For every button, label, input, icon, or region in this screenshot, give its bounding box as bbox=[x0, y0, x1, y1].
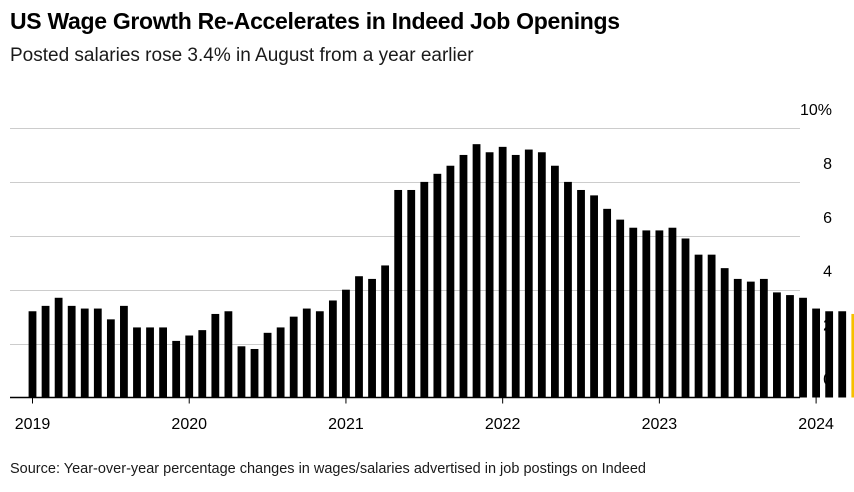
bar bbox=[198, 330, 207, 398]
bar bbox=[603, 208, 612, 398]
bar bbox=[224, 311, 233, 398]
bar bbox=[551, 165, 559, 398]
bar bbox=[720, 268, 729, 398]
bar bbox=[642, 230, 651, 398]
bar bbox=[80, 308, 89, 398]
bar bbox=[263, 332, 272, 398]
bar bbox=[838, 311, 847, 398]
bar bbox=[812, 308, 820, 398]
bar bbox=[289, 316, 298, 398]
bar bbox=[681, 238, 690, 398]
bar bbox=[368, 278, 376, 398]
bar bbox=[211, 313, 220, 398]
bar bbox=[381, 265, 390, 398]
bar bbox=[315, 311, 324, 398]
y-tick-label: 2 bbox=[823, 318, 832, 335]
bar bbox=[851, 313, 854, 398]
x-tick-label: 2020 bbox=[171, 416, 207, 433]
x-axis-labels: 2019 2020 2021 2022 2023 2024 bbox=[15, 416, 834, 433]
bar bbox=[250, 348, 259, 398]
bar bbox=[629, 227, 638, 398]
bar bbox=[185, 335, 194, 398]
bar bbox=[759, 278, 768, 398]
bar bbox=[28, 311, 37, 398]
bar bbox=[459, 154, 468, 398]
y-tick-label: 6 bbox=[823, 210, 832, 227]
bar bbox=[133, 327, 141, 398]
chart-title: US Wage Growth Re-Accelerates in Indeed … bbox=[10, 8, 620, 34]
y-tick-label: 0 bbox=[823, 372, 832, 389]
bar bbox=[498, 146, 507, 398]
bar bbox=[276, 327, 285, 398]
x-tick-label: 2023 bbox=[642, 416, 678, 433]
bar bbox=[537, 152, 546, 398]
bar bbox=[616, 219, 625, 398]
bar bbox=[746, 281, 755, 398]
gridlines bbox=[10, 128, 800, 345]
bar bbox=[93, 308, 102, 398]
chart-subtitle: Posted salaries rose 3.4% in August from… bbox=[10, 45, 474, 66]
bar bbox=[420, 181, 429, 398]
bar bbox=[394, 189, 403, 398]
bar bbox=[328, 300, 337, 398]
x-tick-label: 2022 bbox=[485, 416, 521, 433]
bar bbox=[54, 297, 63, 398]
bar bbox=[577, 189, 585, 398]
x-tick-label: 2024 bbox=[798, 416, 834, 433]
bar bbox=[590, 195, 598, 398]
bar bbox=[733, 278, 742, 398]
y-tick-label: 8 bbox=[823, 156, 832, 173]
bar bbox=[237, 346, 246, 398]
x-tick-label: 2021 bbox=[328, 416, 364, 433]
bar bbox=[511, 154, 520, 398]
bar bbox=[41, 305, 50, 398]
bar bbox=[120, 305, 128, 398]
bar bbox=[707, 254, 716, 398]
bar bbox=[407, 189, 416, 398]
bar bbox=[172, 340, 181, 398]
y-tick-label: 10% bbox=[800, 102, 832, 119]
bar bbox=[668, 227, 677, 398]
bar bbox=[433, 173, 442, 398]
source-note: Source: Year-over-year percentage change… bbox=[10, 461, 646, 477]
bar bbox=[655, 230, 664, 398]
bar bbox=[67, 305, 76, 398]
x-axis bbox=[10, 396, 817, 404]
bar bbox=[485, 152, 494, 398]
bar bbox=[355, 276, 363, 398]
bar bbox=[159, 327, 167, 398]
bar bbox=[799, 297, 807, 398]
bar bbox=[342, 289, 350, 398]
bar bbox=[786, 295, 794, 398]
y-axis-labels: 10% 8 6 4 2 0 bbox=[800, 102, 832, 389]
bar bbox=[524, 149, 533, 398]
bar bbox=[694, 254, 703, 398]
x-tick-label: 2019 bbox=[15, 416, 51, 433]
bar bbox=[825, 311, 834, 398]
bar bbox=[773, 292, 781, 398]
bar-series bbox=[28, 144, 854, 398]
bar bbox=[146, 327, 154, 398]
y-tick-label: 4 bbox=[823, 264, 832, 281]
bar bbox=[446, 165, 455, 398]
bar bbox=[564, 181, 572, 398]
bar bbox=[106, 319, 115, 398]
bar bbox=[472, 144, 481, 398]
bar bbox=[302, 308, 311, 398]
